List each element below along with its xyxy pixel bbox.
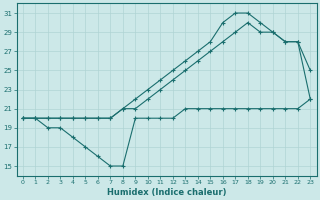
- X-axis label: Humidex (Indice chaleur): Humidex (Indice chaleur): [107, 188, 226, 197]
